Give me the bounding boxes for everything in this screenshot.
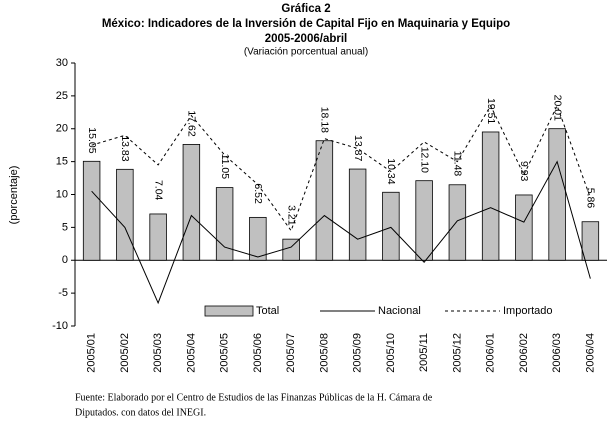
chart-subtitle: México: Indicadores de la Inversión de C…	[102, 18, 510, 30]
legend-label: Nacional	[378, 305, 421, 317]
y-tick-label: 10	[56, 188, 68, 200]
bar	[82, 160, 101, 261]
x-tick-label: 2005/05	[219, 333, 231, 373]
source: Diputados. con datos del INEGI.	[75, 407, 206, 418]
x-tick-label: 2005/03	[152, 333, 164, 373]
x-tick-label: 2006/03	[551, 333, 563, 373]
x-tick-label: 2005/11	[418, 333, 430, 372]
x-tick-label: 2005/06	[252, 333, 264, 373]
value-label: 17.62	[186, 110, 198, 136]
source: Fuente: Elaborado por el Centro de Estud…	[75, 392, 433, 403]
x-tick-label: 2005/01	[86, 333, 98, 373]
bar	[382, 191, 400, 261]
x-tick-label: 2006/04	[584, 333, 596, 373]
x-tick-label: 2005/12	[451, 333, 463, 373]
y-tick-label: 15	[56, 156, 68, 168]
bar	[415, 180, 433, 261]
value-label: 15.05	[86, 127, 98, 153]
value-label: 3.21	[285, 205, 297, 226]
value-label: 11.05	[219, 154, 231, 180]
legend-label: Importado	[503, 305, 553, 317]
bar	[249, 216, 267, 261]
x-tick-label: 2005/07	[285, 333, 297, 373]
bar	[116, 168, 134, 261]
bar	[548, 128, 566, 261]
bar	[149, 213, 167, 261]
y-axis-label: (porcentaje)	[8, 166, 20, 225]
value-label: 18.18	[319, 107, 331, 133]
y-tick-label: 5	[62, 221, 68, 233]
y-tick-label: -5	[58, 287, 68, 299]
bar	[581, 221, 600, 261]
value-label: 12.10	[418, 147, 430, 173]
value-label: 19.51	[485, 98, 497, 124]
y-tick-label: 30	[56, 57, 68, 69]
x-tick-label: 2006/01	[485, 333, 497, 373]
bar	[182, 143, 201, 261]
value-label: 11.48	[452, 151, 464, 177]
x-tick-label: 2005/08	[318, 333, 330, 373]
bar	[282, 238, 300, 261]
bar	[315, 140, 334, 261]
chart-title: Gráfica 2	[281, 3, 330, 15]
line	[91, 160, 591, 305]
bar	[215, 187, 234, 261]
x-tick-label: 2005/04	[185, 333, 197, 373]
bar	[448, 184, 467, 261]
x-tick-label: 2005/02	[119, 333, 131, 373]
value-label: 9.93	[518, 161, 530, 182]
value-label: 13.87	[352, 135, 364, 161]
value-label: 6.52	[252, 183, 264, 204]
y-tick-label: 0	[62, 254, 68, 266]
line	[91, 104, 591, 232]
chart-note: (Variación porcentual anual)	[244, 47, 368, 58]
x-tick-label: 2005/09	[352, 333, 364, 373]
value-label: 20.01	[551, 95, 563, 121]
bar	[348, 168, 367, 261]
legend-label: Total	[256, 305, 279, 317]
value-label: 7.04	[152, 180, 164, 201]
legend-swatch	[204, 305, 254, 317]
y-tick-label: -10	[52, 320, 68, 332]
chart-period: 2005-2006/abril	[265, 33, 347, 45]
y-tick-label: 25	[56, 90, 68, 102]
y-tick-label: 20	[56, 123, 68, 135]
x-tick-label: 2006/02	[518, 333, 530, 373]
bar	[481, 131, 500, 261]
bar	[515, 194, 533, 261]
value-label: 13.83	[119, 135, 131, 161]
x-tick-label: 2005/10	[385, 333, 397, 373]
value-label: 5.86	[585, 188, 597, 209]
